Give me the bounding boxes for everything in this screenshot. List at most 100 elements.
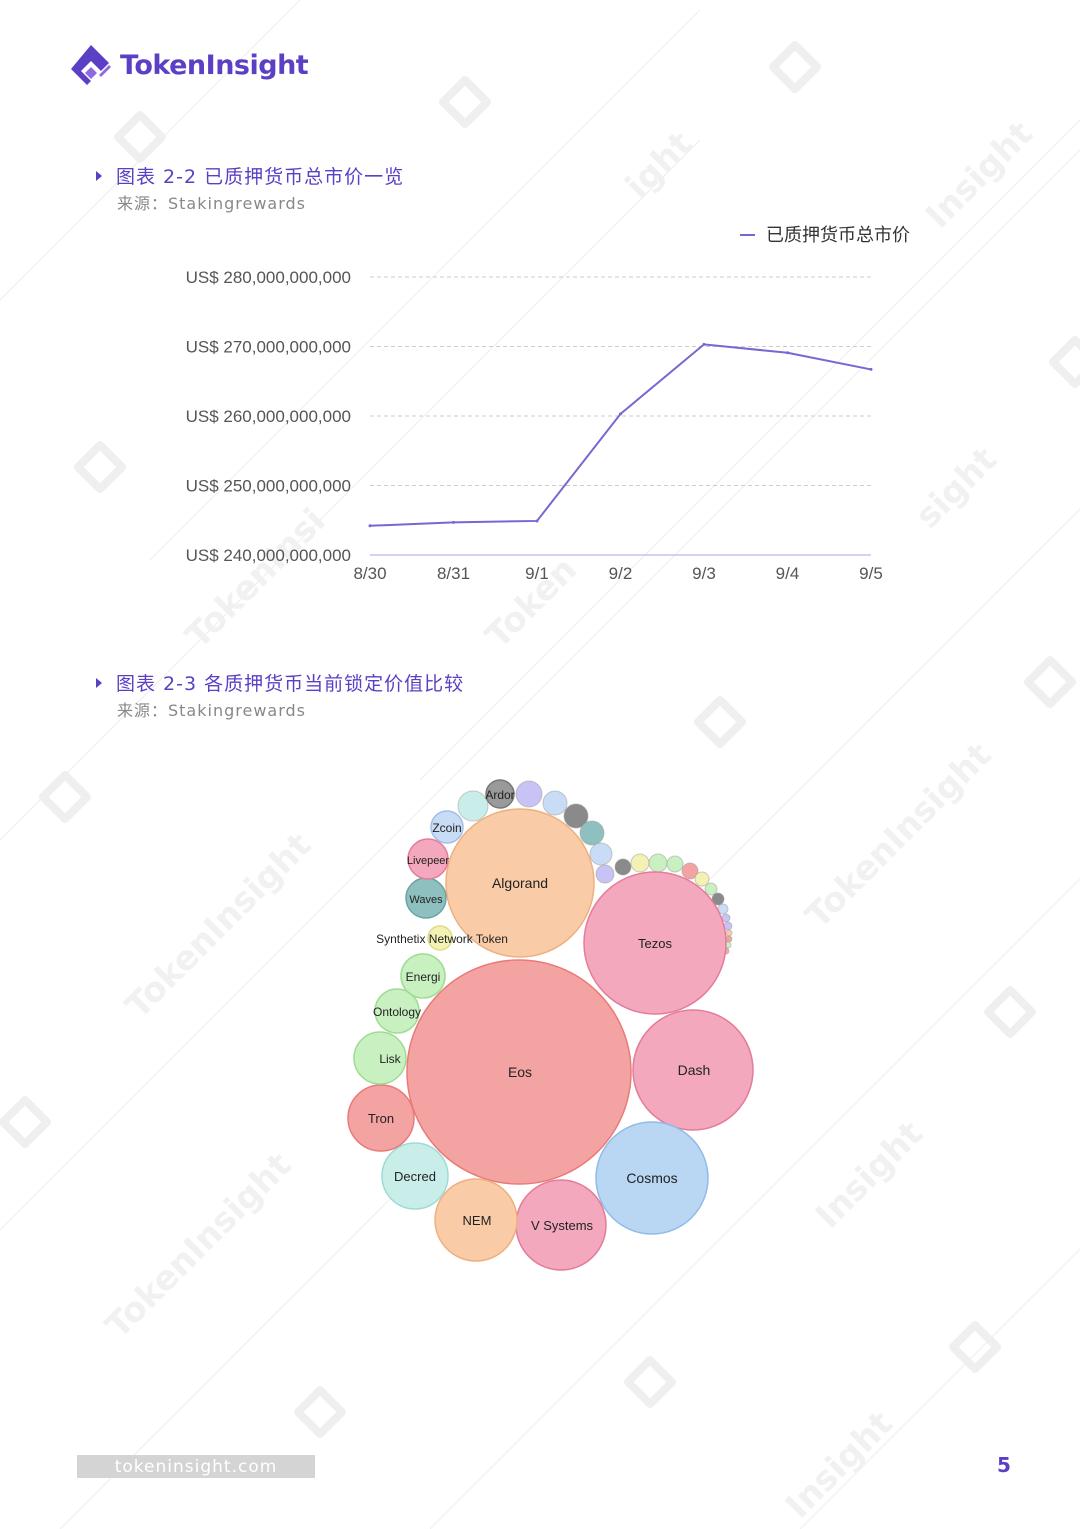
y-tick-label: US$ 260,000,000,000: [186, 407, 351, 426]
bubble: [400, 953, 446, 999]
small-bubble: [630, 853, 650, 873]
watermark-text: TokenInsight: [118, 825, 319, 1026]
bubble-label: Ontology: [373, 1005, 421, 1019]
watermark-text: ight: [618, 124, 700, 206]
watermark-logo-mark: [114, 111, 166, 163]
watermark-text: Insight: [808, 1114, 931, 1237]
bullet-triangle-icon: [96, 170, 102, 181]
figure-2-3-title-text: 图表 2-3 各质押货币当前锁定价值比较: [116, 673, 465, 695]
bullet-triangle-icon: [96, 677, 102, 688]
data-point: [702, 342, 706, 346]
bubble: [374, 988, 420, 1034]
bubble-label: Decred: [394, 1169, 436, 1184]
bubble: [430, 810, 464, 844]
locked-value-bubble-chart: Eos Algorand Tezos Dash Cosmos V Systems NEM De…: [347, 779, 754, 1271]
bubble: [595, 1121, 709, 1235]
small-bubble: [725, 935, 733, 943]
bubble: [445, 808, 595, 958]
bubble-label: Dash: [678, 1062, 711, 1078]
x-tick-label: 9/3: [692, 564, 716, 583]
figure-2-3-source: 来源：Stakingrewards: [117, 701, 306, 720]
bubble-label: Energi: [406, 970, 441, 984]
bubble-label: Zcoin: [432, 821, 461, 835]
watermark-logo-mark: [694, 696, 746, 748]
x-tick-label: 9/4: [776, 564, 800, 583]
bubble-label: Cosmos: [626, 1170, 677, 1186]
data-point: [452, 520, 455, 524]
small-bubble: [563, 803, 589, 829]
watermark-logo-mark: [1049, 336, 1080, 388]
data-point: [535, 519, 539, 523]
watermark-logo-mark: [74, 441, 126, 493]
watermark-logo-mark: [39, 771, 91, 823]
small-bubble: [648, 853, 668, 873]
y-tick-label: US$ 240,000,000,000: [186, 546, 351, 565]
x-tick-label: 8/31: [437, 564, 470, 583]
figure-2-2-source: 来源：Stakingrewards: [117, 194, 306, 213]
watermark-logo-mark: [1024, 656, 1076, 708]
legend-label: 已质押货币总市价: [766, 225, 910, 246]
data-point: [869, 367, 873, 371]
small-bubble: [681, 862, 699, 880]
bubble-label: Ardor: [485, 788, 514, 802]
bubble-label: V Systems: [531, 1218, 594, 1233]
page-number: 5: [997, 1453, 1011, 1477]
small-bubble: [542, 790, 568, 816]
bubble: [381, 1142, 449, 1210]
bubble: [406, 959, 632, 1185]
x-tick-label: 9/2: [609, 564, 633, 583]
watermark-logo-mark: [0, 1096, 51, 1148]
small-bubble: [711, 892, 725, 906]
bubble-label: Livepeer: [407, 855, 450, 867]
small-bubble: [704, 882, 718, 896]
bubble-label: Waves: [409, 894, 443, 906]
small-bubble: [579, 820, 605, 846]
bubble-label: Tron: [368, 1111, 394, 1126]
bubble-label: Synthetix Network Token: [376, 932, 508, 946]
bubble: [434, 1178, 518, 1262]
watermark-text: TokenInsight: [98, 1145, 299, 1346]
small-bubble: [694, 871, 710, 887]
series-line: [369, 343, 872, 527]
small-bubble: [589, 842, 613, 866]
figure-2-2-title: 图表 2-2 已质押货币总市价一览: [96, 162, 404, 189]
watermark-logo-mark: [294, 1386, 346, 1438]
watermark-logo-mark: [984, 986, 1036, 1038]
watermark-logo-mark: [439, 76, 491, 128]
bubble-label: Eos: [508, 1064, 532, 1080]
watermark-logo-mark: [769, 41, 821, 93]
watermark-text: TokenInsight: [798, 735, 999, 936]
bubble-label: NEM: [463, 1213, 492, 1228]
bubble: [427, 925, 453, 951]
bubble: [353, 1031, 407, 1085]
bubble: [347, 1084, 415, 1152]
small-bubble: [614, 858, 632, 876]
footer-url[interactable]: tokeninsight.com: [77, 1455, 315, 1478]
x-tick-label: 9/1: [525, 564, 549, 583]
watermark-text: Insight: [778, 1404, 901, 1527]
tokeninsight-logo-icon: [71, 45, 111, 85]
bubble: [485, 779, 515, 809]
data-point: [619, 412, 622, 416]
data-point: [368, 524, 372, 528]
bubble: [632, 1009, 754, 1131]
bubble: [407, 838, 449, 880]
watermark-logo-mark: [624, 1356, 676, 1408]
small-bubble: [595, 864, 615, 884]
small-bubble: [457, 790, 489, 822]
brand-name: TokenInsight: [120, 49, 309, 81]
figure-2-3-title: 图表 2-3 各质押货币当前锁定价值比较: [96, 669, 464, 696]
tokeninsight-logo[interactable]: TokenInsight: [68, 42, 309, 88]
data-point: [786, 351, 789, 355]
x-tick-label: 8/30: [353, 564, 386, 583]
bubble-label: Tezos: [638, 936, 672, 951]
y-tick-label: US$ 270,000,000,000: [186, 338, 351, 357]
small-bubble: [725, 929, 733, 937]
bubble-label: Lisk: [379, 1052, 401, 1066]
y-tick-label: US$ 280,000,000,000: [186, 268, 351, 287]
watermark-logo-mark: [949, 1321, 1001, 1373]
x-tick-label: 9/5: [859, 564, 883, 583]
figure-2-2-title-text: 图表 2-2 已质押货币总市价一览: [116, 166, 405, 188]
small-bubble: [515, 780, 543, 808]
small-bubble: [666, 855, 684, 873]
